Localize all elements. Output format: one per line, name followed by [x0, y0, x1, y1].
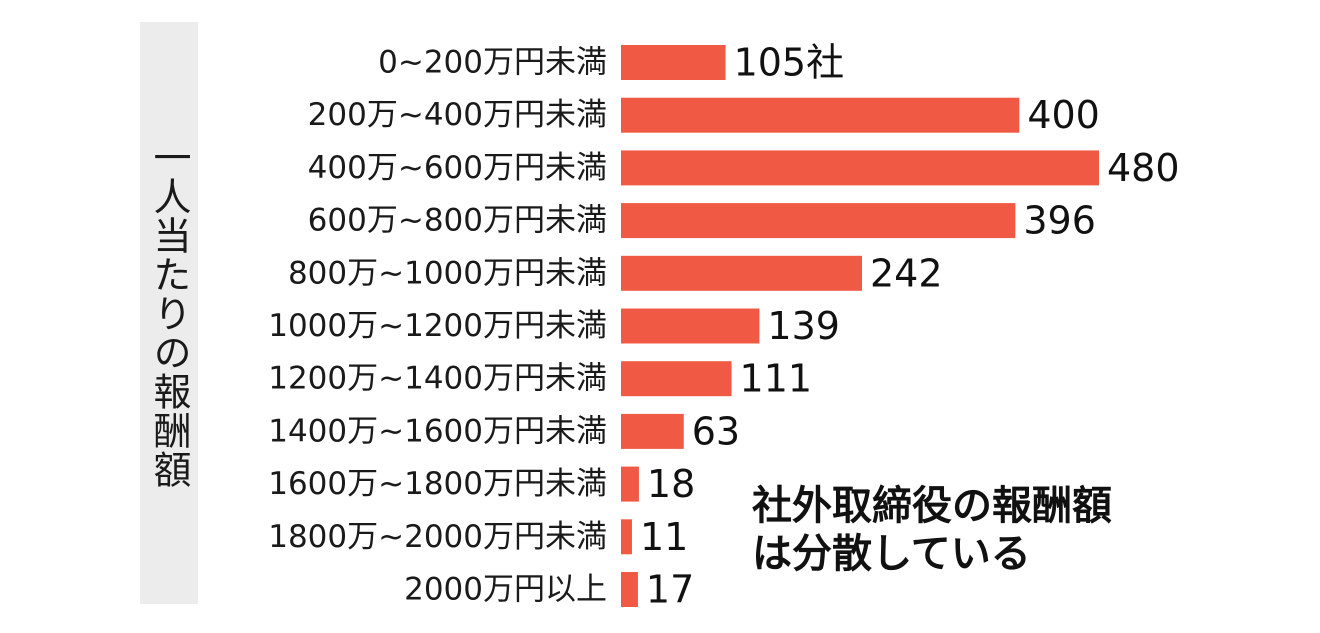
annotation-line-2: は分散している — [752, 531, 1031, 577]
data-label: 105社 — [734, 41, 845, 85]
bar — [621, 45, 726, 80]
data-label: 63 — [692, 409, 740, 453]
bar — [621, 572, 638, 607]
chart-annotation: 社外取締役の報酬額 は分散している — [752, 482, 1212, 578]
category-label: 1400万~1600万円未満 — [268, 413, 607, 449]
bar — [621, 466, 639, 502]
data-label: 400 — [1027, 93, 1100, 137]
category-label: 600万~800万円未満 — [308, 203, 607, 239]
bar — [621, 97, 1020, 133]
category-label: 0~200万円未満 — [378, 45, 607, 81]
data-label: 480 — [1107, 146, 1180, 190]
category-label: 200万~400万円未満 — [308, 97, 607, 133]
data-label: 242 — [870, 251, 943, 295]
bar — [621, 255, 862, 291]
bar — [621, 203, 1016, 239]
category-label: 1000万~1200万円未満 — [268, 308, 607, 344]
category-label: 1600万~1800万円未満 — [268, 466, 607, 502]
bar — [621, 150, 1099, 186]
annotation-line-1: 社外取締役の報酬額 — [752, 483, 1112, 529]
bar — [621, 361, 732, 397]
data-label: 111 — [740, 357, 813, 401]
data-label: 17 — [646, 568, 694, 612]
data-label: 396 — [1023, 199, 1096, 243]
data-label: 11 — [640, 515, 688, 559]
axis-label-container: 一人当たりの報酬額 — [140, 22, 198, 604]
category-label: 2000万円以上 — [404, 572, 607, 608]
bar — [621, 308, 760, 344]
category-label: 1200万~1400万円未満 — [268, 361, 607, 397]
data-label: 18 — [647, 462, 695, 506]
data-label: 139 — [767, 304, 840, 348]
bar — [621, 413, 684, 449]
category-label: 400万~600万円未満 — [308, 150, 607, 186]
bar — [621, 519, 632, 555]
category-label: 800万~1000万円未満 — [288, 255, 607, 291]
axis-label: 一人当たりの報酬額 — [147, 137, 191, 489]
category-label: 1800万~2000万円未満 — [268, 519, 607, 555]
axis-label-panel — [140, 22, 198, 604]
